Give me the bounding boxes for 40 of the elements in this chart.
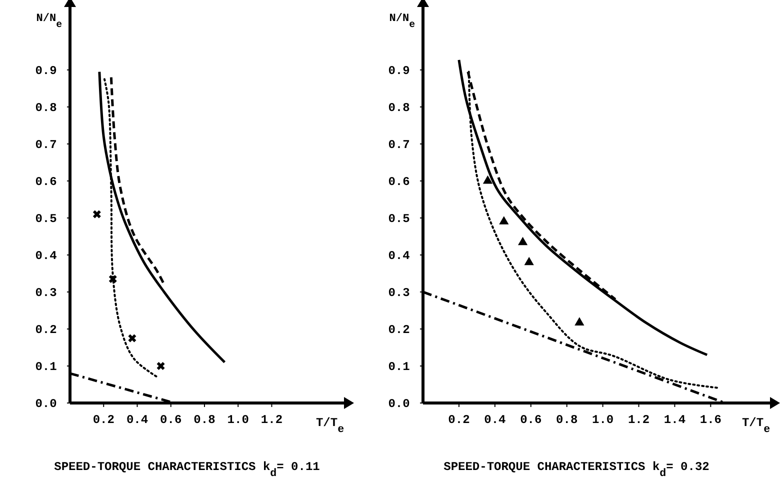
text: SPEED-TORQUE CHARACTERISTICS k$_{d}$= 0.11 <box>54 460 320 480</box>
y-axis-title: N/N$_{e}$ <box>389 13 416 30</box>
text: SPEED-TORQUE CHARACTERISTICS k$_{d}$= 0.32 <box>444 460 710 480</box>
y-tick-label: 0.9 <box>35 64 57 78</box>
y-tick-label: 0.0 <box>35 396 57 411</box>
y-tick-label: 0.2 <box>35 322 57 337</box>
y-tick-label: 0.4 <box>35 248 57 263</box>
y-tick-label: 0.8 <box>388 100 410 115</box>
y-tick-label: 0.7 <box>388 138 410 152</box>
y-tick-label: 0.4 <box>388 248 410 263</box>
x-tick-label: 1.6 <box>700 413 722 428</box>
x-tick-label: 0.6 <box>520 413 542 428</box>
y-tick-label: 0.3 <box>35 286 57 300</box>
x-axis-title: T/T$_{e}$ <box>742 416 770 436</box>
y-tick-label: 0.3 <box>388 286 410 300</box>
y-tick-label: 0.7 <box>35 138 57 152</box>
x-tick-label: 1.2 <box>628 413 650 428</box>
y-tick-label: 0.5 <box>35 212 57 226</box>
x-tick-label: 1.0 <box>227 413 249 428</box>
y-tick-label: 0.9 <box>388 64 410 78</box>
x-tick-label: 1.0 <box>592 413 614 428</box>
y-tick-label: 0.5 <box>388 212 410 226</box>
x-tick-label: 0.4 <box>126 413 148 428</box>
x-tick-label: 0.8 <box>194 413 216 428</box>
y-tick-label: 0.1 <box>388 360 410 374</box>
y-tick-label: 0.0 <box>388 396 410 411</box>
x-tick-label: 0.2 <box>92 413 114 428</box>
y-tick-label: 0.8 <box>35 100 57 115</box>
x-tick-label: 0.2 <box>448 413 470 428</box>
x-tick-label: 1.4 <box>664 413 686 428</box>
y-tick-label: 0.2 <box>388 322 410 337</box>
x-tick-label: 0.8 <box>556 413 578 428</box>
y-axis-title: N/N$_{e}$ <box>36 13 62 30</box>
x-tick-label: 1.2 <box>260 413 283 428</box>
x-axis-title: T/T$_{e}$ <box>316 416 344 436</box>
x-tick-label: 0.4 <box>484 413 506 428</box>
y-tick-label: 0.6 <box>388 174 410 189</box>
x-tick-label: 0.6 <box>160 413 182 428</box>
y-tick-label: 0.6 <box>35 174 57 189</box>
y-tick-label: 0.1 <box>35 360 57 374</box>
